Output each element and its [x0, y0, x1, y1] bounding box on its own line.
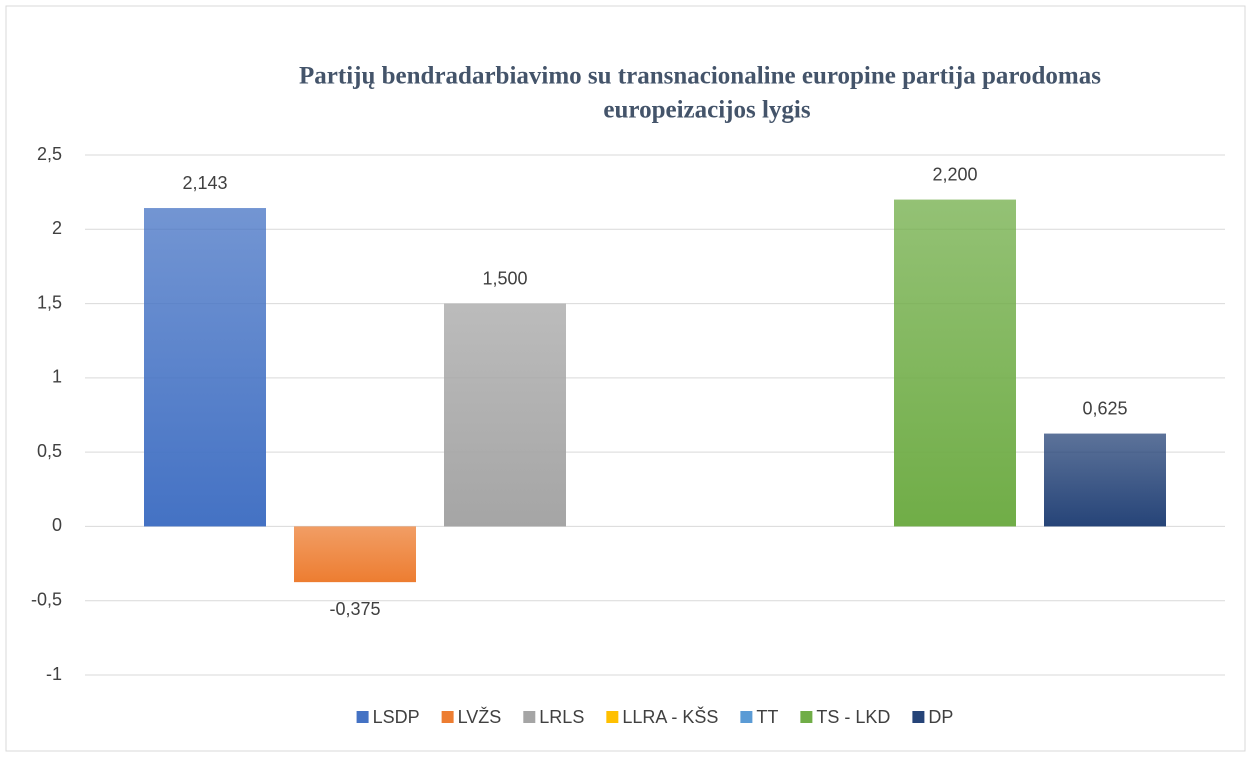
legend-swatch [740, 711, 753, 723]
legend-label: LVŽS [458, 707, 502, 727]
legend-label: TT [756, 707, 778, 727]
legend-swatch [800, 711, 813, 723]
bar [444, 303, 566, 527]
legend-swatch [441, 711, 454, 723]
y-tick-label: -1 [46, 664, 62, 684]
bar [294, 526, 416, 583]
data-label: 1,500 [482, 268, 527, 288]
legend-swatch [912, 711, 925, 723]
chart-title: Partijų bendradarbiavimo su transnaciona… [299, 63, 1101, 90]
y-tick-label: 1,5 [37, 292, 62, 312]
legend-label: LLRA - KŠS [622, 706, 718, 727]
data-label: 2,143 [182, 173, 227, 193]
legend-swatch [523, 711, 536, 723]
y-tick-label: 0,5 [37, 441, 62, 461]
legend-label: LSDP [373, 707, 420, 727]
y-tick-label: 1 [52, 367, 62, 387]
data-label: 0,625 [1082, 398, 1127, 418]
y-tick-label: 2 [52, 218, 62, 238]
legend-swatch [606, 711, 619, 723]
data-label: -0,375 [329, 599, 380, 619]
bar [144, 208, 266, 527]
legend-label: DP [928, 707, 953, 727]
y-tick-label: 0 [52, 515, 62, 535]
bar [1044, 433, 1166, 527]
y-tick-label: 2,5 [37, 144, 62, 164]
legend-swatch [356, 711, 369, 723]
bar [894, 199, 1016, 527]
data-label: 2,200 [932, 164, 977, 184]
chart-title: europeizacijos lygis [603, 97, 810, 124]
legend-label: TS - LKD [816, 707, 890, 727]
y-tick-label: -0,5 [31, 589, 62, 609]
legend-label: LRLS [539, 707, 584, 727]
